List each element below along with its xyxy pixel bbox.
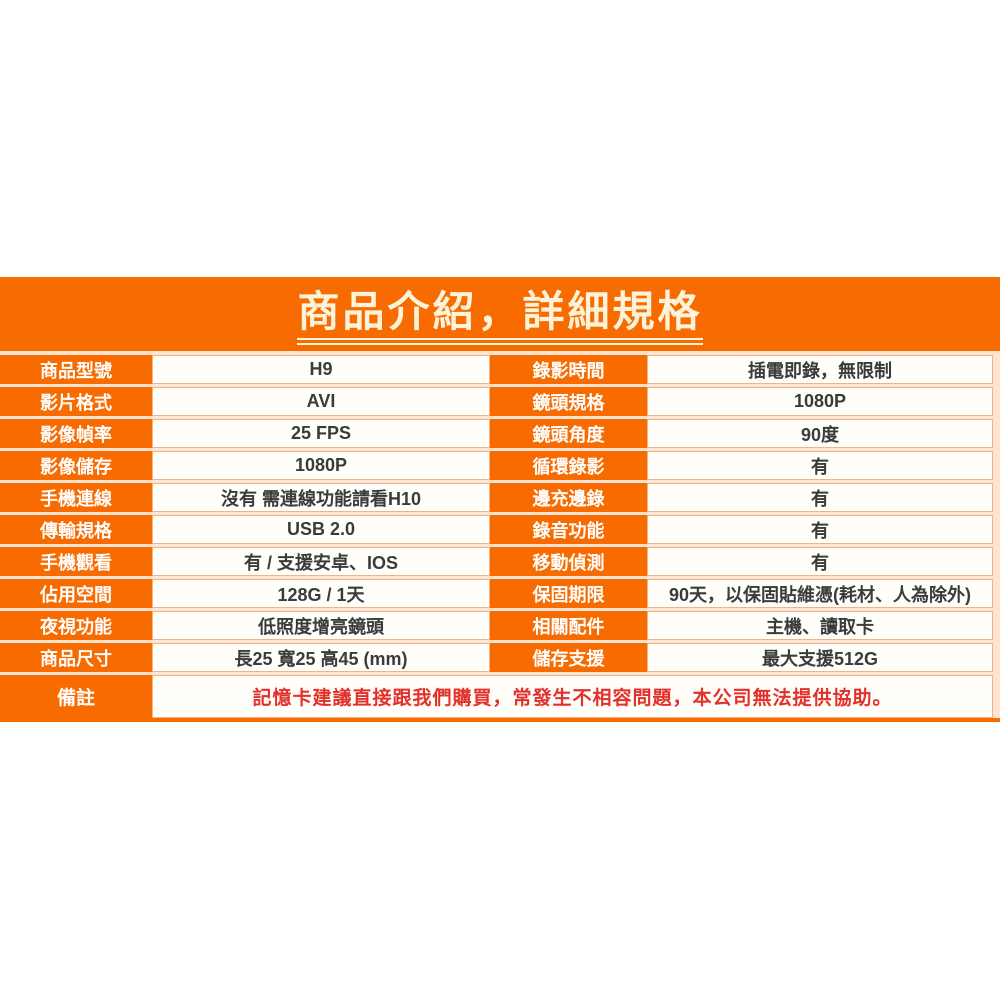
spec-label: 影像幀率 bbox=[0, 419, 152, 448]
title-band: 商品介紹，詳細規格 bbox=[0, 277, 1000, 351]
spec-value: 90度 bbox=[647, 419, 993, 448]
spec-label: 傳輸規格 bbox=[0, 515, 152, 544]
spec-label: 循環錄影 bbox=[490, 451, 647, 480]
spec-label: 邊充邊錄 bbox=[490, 483, 647, 512]
spec-label: 錄影時間 bbox=[490, 355, 647, 384]
spec-label: 手機觀看 bbox=[0, 547, 152, 576]
spec-label: 商品型號 bbox=[0, 355, 152, 384]
spec-value: 插電即錄，無限制 bbox=[647, 355, 993, 384]
spec-value: 有 bbox=[647, 483, 993, 512]
spec-value: 1080P bbox=[152, 451, 490, 480]
spec-value: 沒有 需連線功能請看H10 bbox=[152, 483, 490, 512]
spec-value: 最大支援512G bbox=[647, 643, 993, 672]
spec-label: 移動偵測 bbox=[490, 547, 647, 576]
spec-value: 25 FPS bbox=[152, 419, 490, 448]
spec-label: 錄音功能 bbox=[490, 515, 647, 544]
spec-label: 手機連線 bbox=[0, 483, 152, 512]
spec-value: 低照度增亮鏡頭 bbox=[152, 611, 490, 640]
spec-label: 相關配件 bbox=[490, 611, 647, 640]
page-title: 商品介紹，詳細規格 bbox=[297, 291, 703, 345]
product-spec-panel: 商品介紹，詳細規格 商品型號 H9 錄影時間 插電即錄，無限制 影片格式 AVI… bbox=[0, 277, 1000, 722]
note-label: 備註 bbox=[0, 675, 152, 718]
spec-value: AVI bbox=[152, 387, 490, 416]
spec-label: 保固期限 bbox=[490, 579, 647, 608]
spec-label: 鏡頭規格 bbox=[490, 387, 647, 416]
spec-label: 儲存支援 bbox=[490, 643, 647, 672]
spec-value: 主機、讀取卡 bbox=[647, 611, 993, 640]
spec-value: H9 bbox=[152, 355, 490, 384]
spec-value: 1080P bbox=[647, 387, 993, 416]
spec-value: 有 bbox=[647, 515, 993, 544]
spec-label: 商品尺寸 bbox=[0, 643, 152, 672]
note-text: 記憶卡建議直接跟我們購買，常發生不相容問題，本公司無法提供協助。 bbox=[152, 675, 993, 718]
spec-value: 128G / 1天 bbox=[152, 579, 490, 608]
spec-value: 有 bbox=[647, 547, 993, 576]
spec-value: 有 / 支援安卓、IOS bbox=[152, 547, 490, 576]
spec-label: 佔用空間 bbox=[0, 579, 152, 608]
spec-value: 90天，以保固貼維憑(耗材、人為除外) bbox=[647, 579, 993, 608]
spec-label: 夜視功能 bbox=[0, 611, 152, 640]
spec-value: 有 bbox=[647, 451, 993, 480]
spec-table: 商品型號 H9 錄影時間 插電即錄，無限制 影片格式 AVI 鏡頭規格 1080… bbox=[0, 351, 1000, 718]
spec-value: USB 2.0 bbox=[152, 515, 490, 544]
spec-label: 影片格式 bbox=[0, 387, 152, 416]
spec-label: 影像儲存 bbox=[0, 451, 152, 480]
spec-label: 鏡頭角度 bbox=[490, 419, 647, 448]
spec-value: 長25 寬25 高45 (mm) bbox=[152, 643, 490, 672]
